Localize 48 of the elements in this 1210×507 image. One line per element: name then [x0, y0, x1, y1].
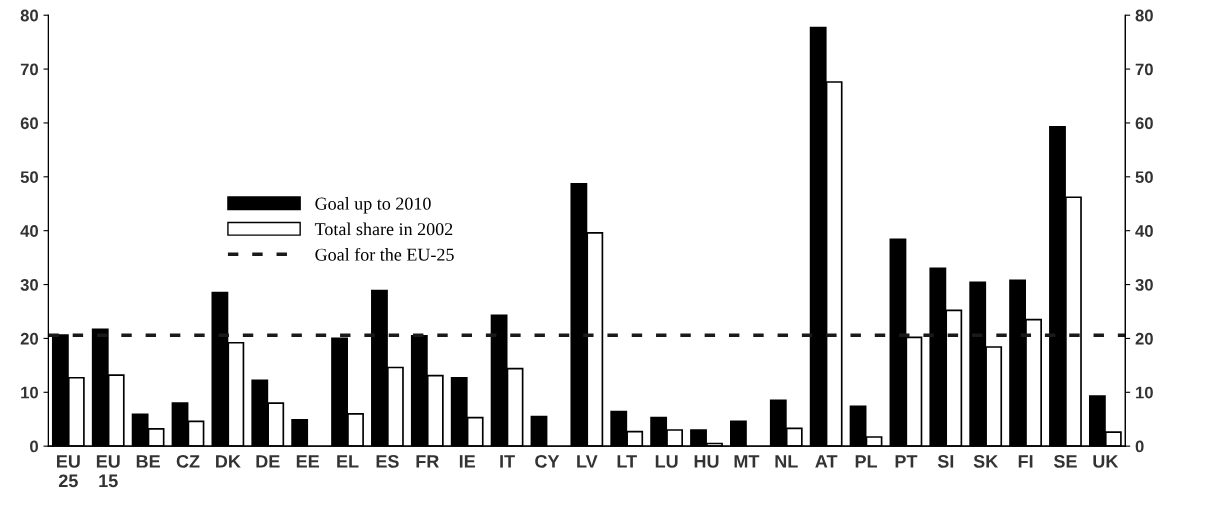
x-tick-label: BE	[136, 455, 160, 468]
y-tick-label: 20	[20, 332, 38, 345]
y-tick-label: 60	[20, 117, 38, 130]
x-tick-label: FR	[416, 455, 439, 468]
x-tick-label: DK	[216, 455, 241, 468]
y2-tick-label: 50	[1135, 171, 1153, 184]
x-tick-label: AT	[815, 455, 838, 468]
y2-tick-label: 40	[1135, 225, 1153, 237]
x-tick-label: SK	[973, 454, 999, 468]
y-tick-label: 0	[30, 440, 38, 453]
y-tick-label: 10	[21, 386, 38, 399]
x-tick-label: EL	[337, 455, 359, 468]
x-tick-label: ES	[376, 454, 399, 468]
y2-tick-label: 60	[1135, 117, 1153, 130]
y-tick-label: 70	[20, 63, 38, 76]
x-tick-label: FI	[1018, 455, 1033, 468]
y2-tick-label: 80	[1135, 9, 1153, 22]
x-tick-label: IE	[459, 455, 476, 468]
x-tick-label: HU	[694, 455, 719, 468]
x-tick-label: MT	[734, 455, 760, 468]
x-tick-label: PL	[855, 455, 878, 468]
x-tick-label: NL	[775, 455, 798, 468]
x-tick-label: EU 25	[57, 455, 80, 488]
y2-tick-label: 10	[1136, 386, 1153, 399]
x-tick-label: SE	[1053, 454, 1077, 468]
x-tick-label: PT	[895, 455, 918, 468]
x-tick-label: UK	[1093, 455, 1119, 468]
legend-label: Total share in 2002	[314, 222, 453, 236]
x-tick-label: EE	[296, 455, 319, 468]
x-tick-label: LU	[655, 455, 678, 468]
x-tick-label: EU 15	[96, 455, 120, 488]
x-tick-label: CY	[535, 454, 560, 468]
legend-label: Goal up to 2010	[315, 197, 431, 214]
y2-tick-label: 30	[1135, 278, 1153, 291]
y-tick-label: 50	[20, 171, 38, 184]
y-tick-label: 40	[20, 225, 38, 237]
legend-label: Goal for the EU-25	[315, 247, 454, 261]
y-tick-label: 80	[20, 9, 38, 22]
x-tick-label: LV	[577, 455, 598, 468]
x-tick-label: DE	[256, 455, 280, 468]
x-tick-label: IT	[500, 455, 515, 468]
x-tick-label: CZ	[176, 454, 200, 468]
y2-tick-label: 20	[1135, 332, 1153, 345]
y-tick-label: 30	[20, 278, 38, 291]
y2-tick-label: 0	[1135, 440, 1144, 453]
x-tick-label: SI	[937, 454, 954, 468]
x-tick-label: LT	[617, 455, 637, 468]
y2-tick-label: 70	[1135, 63, 1153, 76]
